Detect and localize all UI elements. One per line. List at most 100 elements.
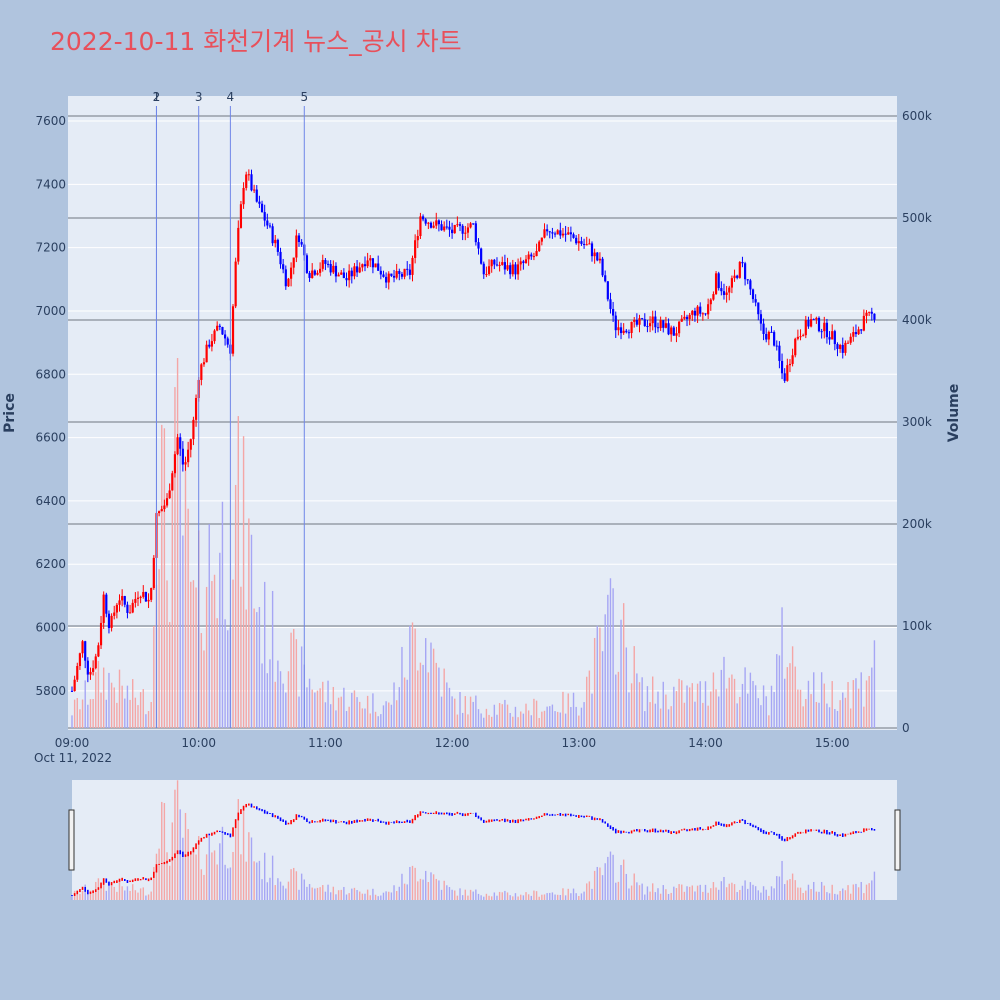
mini-volume-bar [504,890,506,900]
candle-body [247,174,250,176]
volume-bar [810,694,812,728]
volume-bar [105,699,108,728]
mini-volume-bar [483,896,485,900]
mini-volume-bar [285,888,287,900]
mini-volume-bar [699,884,701,900]
volume-bar [422,664,424,728]
mini-volume-bar [245,861,247,900]
mini-volume-bar [636,882,638,900]
candle-body [110,615,113,629]
mini-volume-bar [747,888,749,900]
candle-body [580,241,583,244]
mini-volume-bar [168,865,171,900]
mini-volume-bar [707,892,709,900]
mini-volume-bar [496,895,498,900]
candle-body [738,262,741,278]
mini-volume-bar [451,889,453,900]
candle-body [271,226,274,244]
candle-body [432,225,435,228]
candle-body [773,332,776,346]
mini-volume-bar [728,883,730,900]
volume-bar [815,701,818,728]
mini-volume-bar [395,891,398,900]
mini-volume-bar [535,891,538,900]
mini-volume-bar [287,881,290,900]
mini-volume-bar [652,883,654,900]
volume-bar [382,705,385,728]
volume-bar [464,696,466,728]
mini-volume-bar [533,890,535,900]
candle-body [831,331,834,340]
volume-bar [543,710,546,728]
volume-bar [813,672,815,728]
range-slider-right-handle[interactable] [894,809,901,871]
candle-body [693,310,697,316]
candle-body [445,226,448,228]
candle-body [126,604,129,613]
plot-area[interactable] [68,96,897,730]
mini-volume-bar [438,880,440,900]
candle-body [160,509,163,512]
mini-volume-bar [638,885,641,900]
candle-body [522,261,525,264]
volume-bar [388,702,390,728]
candle-body [258,201,261,204]
volume-bar [498,703,501,728]
candle-body [849,336,852,343]
mini-volume-bar [791,873,794,900]
mini-volume-bar [269,877,271,900]
candle-body [392,275,396,278]
volume-bar [79,709,81,728]
candle-body [707,304,710,315]
mini-volume-bar [570,893,572,900]
candle-body [287,278,290,287]
volume-bar [414,628,416,728]
volume-bar [356,697,358,728]
price-tick-label: 7400 [35,177,66,191]
candle-body [746,279,749,281]
volume-bar [364,708,366,728]
mini-volume-bar [593,870,596,900]
mini-volume-bar [556,894,559,900]
volume-bar [332,686,335,728]
mini-volume-bar [871,880,873,900]
mini-volume-bar [195,854,197,900]
volume-bar [461,712,464,728]
volume-bar [583,702,585,728]
candle-body [770,331,773,333]
candle-body [292,257,295,268]
candle-body [704,313,707,315]
mini-volume-bar [667,893,670,900]
candle-body [289,267,293,279]
mini-volume-bar [868,883,870,900]
mini-volume-bar [153,867,155,900]
range-slider-left-handle[interactable] [68,809,75,871]
volume-tick-label: 200k [902,517,932,531]
candle-body [857,329,860,335]
time-tick-label: 10:00 [181,736,216,750]
volume-bar [673,686,675,728]
candle-body [390,273,393,276]
mini-volume-bar [517,896,519,900]
volume-bar [224,619,226,728]
volume-bar [575,706,577,728]
volume-bar [691,683,694,728]
volume-bar [630,683,633,728]
mini-volume-bar [810,889,812,900]
mini-volume-bar [514,893,517,900]
candle-body [369,258,372,261]
volume-bar [601,651,604,728]
mini-volume-bar [641,883,643,900]
candle-body [260,203,264,213]
mini-volume-bar [163,803,166,900]
volume-bar [485,708,488,728]
volume-bar [717,696,720,728]
candle-body [751,289,755,300]
candle-body [189,439,192,450]
price-tick-label: 6600 [35,431,66,445]
candle-body [92,668,95,672]
volume-bar [826,703,828,728]
volume-bar [240,586,242,728]
candle-body [714,273,718,295]
volume-bar [567,693,569,728]
